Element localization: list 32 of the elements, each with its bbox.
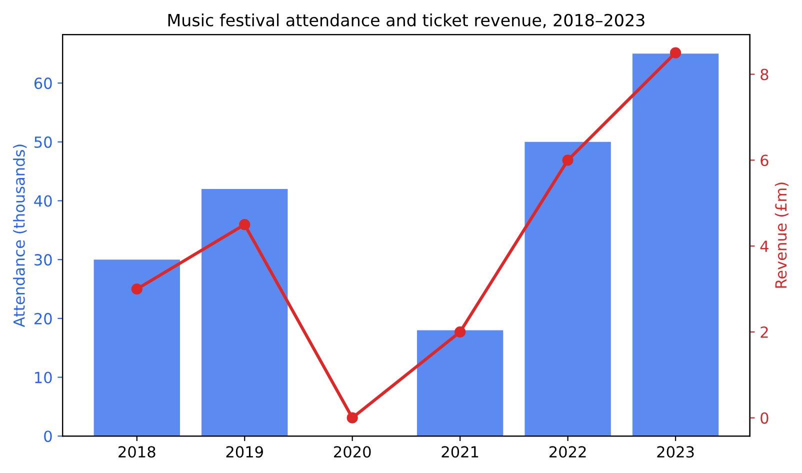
point [346,412,358,424]
point [239,219,250,230]
point [131,283,142,295]
bar [524,142,611,436]
bar [416,330,504,436]
bar [632,54,719,436]
y2-tick-label: 4 [760,240,768,252]
x-tick-label: 2021 [442,446,478,458]
point [670,47,682,58]
bar [202,188,288,436]
y2-tick-label: 0 [760,412,768,424]
point [562,154,574,166]
x-tick-label: 2022 [549,446,586,458]
x-tick-label: 2023 [657,446,694,458]
y-tick-label: 50 [34,136,52,148]
bar [94,260,180,436]
y-tick-label: 60 [34,78,52,90]
y-tick-label: 40 [34,195,52,207]
x-tick-label: 2019 [226,446,263,458]
y-tick-label: 20 [34,312,52,324]
x-tick-label: 2020 [334,446,371,458]
y2-tick-label: 2 [760,326,768,338]
point [454,326,466,338]
chart-title: Music festival attendance and ticket revenue, 2018–2023 [168,14,644,28]
x-tick-label: 2018 [118,446,156,458]
y2-tick-label: 8 [760,68,768,80]
y-tick-label: 30 [34,254,52,266]
y-axis-title: Attendance (thousands) [13,144,27,328]
y-tick-label: 10 [35,372,52,384]
y2-tick-label: 6 [760,154,768,166]
y-tick-label: 0 [44,430,52,442]
y2-axis-title: Revenue (£m) [774,182,788,288]
